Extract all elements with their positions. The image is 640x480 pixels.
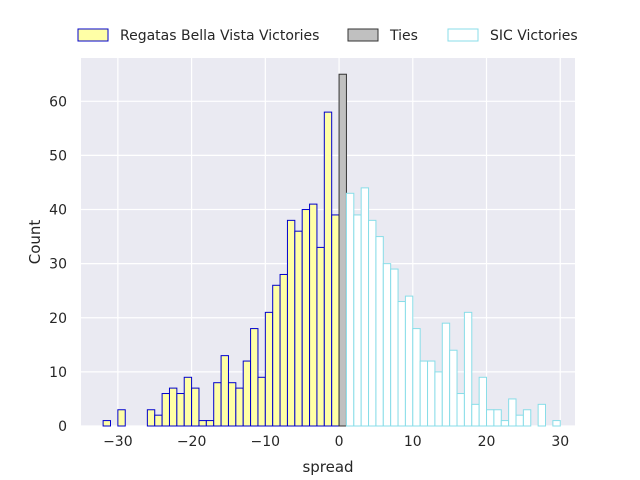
x-tick-label-0: −30	[103, 434, 133, 450]
bar-series0-bin10	[205, 420, 215, 427]
bar-series2-bin11	[427, 360, 436, 427]
bar-series2-bin7	[397, 301, 406, 427]
bar-series2-bin24	[522, 409, 532, 427]
bar-series0-bin27	[331, 214, 340, 427]
x-axis-ticks: −30 −20 −10 0 10 20 30	[103, 434, 569, 450]
bar-series2-bin17	[471, 403, 480, 427]
y-tick-label-5: 50	[49, 148, 67, 164]
bar-series0-bin17	[257, 376, 266, 427]
bar-series1-bin0	[338, 73, 347, 427]
bar-series2-bin21	[500, 420, 510, 427]
bar-series0-bin25	[316, 246, 325, 427]
bar-series0-bin0	[102, 420, 111, 427]
x-axis-label: spread	[302, 458, 353, 476]
bar-series0-bin21	[286, 219, 296, 427]
bar-series0-bin13	[227, 382, 237, 427]
y-axis-label: Count	[26, 220, 44, 265]
bar-series0-bin18	[264, 311, 274, 427]
bar-series0-bin6	[176, 393, 185, 427]
legend-label-regatas: Regatas Bella Vista Victories	[120, 28, 319, 44]
bar-series2-bin19	[486, 409, 495, 427]
bar-series2-bin18	[478, 376, 488, 427]
bar-series2-bin2	[360, 187, 370, 427]
bar-series0-bin4	[161, 393, 170, 427]
bar-series2-bin26	[537, 403, 547, 427]
bar-series0-bin9	[198, 420, 207, 427]
bar-series0-bin19	[272, 284, 281, 427]
bar-series0-bin5	[168, 387, 178, 427]
bars	[102, 73, 561, 427]
y-tick-label-4: 40	[49, 203, 67, 219]
y-tick-label-1: 10	[49, 365, 67, 381]
x-tick-label-2: −10	[251, 434, 281, 450]
bar-series0-bin24	[309, 203, 318, 427]
bar-series0-bin1	[117, 409, 126, 427]
bar-series2-bin22	[508, 398, 517, 427]
bar-series2-bin28	[552, 420, 561, 427]
x-tick-label-6: 30	[551, 434, 569, 450]
legend-swatch-sic	[447, 28, 479, 42]
bar-series0-bin16	[250, 328, 259, 427]
x-tick-label-3: 0	[335, 434, 344, 450]
x-tick-label-5: 20	[478, 434, 496, 450]
bar-series0-bin12	[220, 355, 229, 427]
bar-series0-bin22	[294, 230, 303, 427]
bar-series2-bin10	[419, 360, 429, 427]
bar-series0-bin23	[301, 209, 311, 427]
bar-series0-bin8	[191, 387, 200, 427]
bar-series2-bin16	[463, 311, 473, 427]
legend-label-sic: SIC Victories	[490, 28, 578, 44]
legend-swatch-ties	[347, 28, 379, 42]
y-tick-label-6: 60	[49, 94, 67, 110]
x-tick-label-4: 10	[404, 434, 422, 450]
bar-series0-bin2	[146, 409, 156, 427]
bar-series2-bin4	[375, 236, 384, 427]
bar-series2-bin8	[404, 295, 414, 427]
bar-series2-bin0	[345, 192, 355, 427]
bar-series2-bin15	[456, 393, 465, 427]
legend: Regatas Bella Vista Victories Ties SIC V…	[77, 28, 578, 44]
bar-series2-bin23	[515, 414, 524, 427]
bar-series0-bin15	[242, 360, 252, 427]
bar-series0-bin11	[213, 382, 222, 427]
bar-series2-bin1	[353, 214, 362, 427]
bar-series0-bin14	[235, 387, 244, 427]
y-tick-label-2: 20	[49, 311, 67, 327]
bar-series2-bin12	[434, 371, 443, 427]
bar-series0-bin26	[323, 111, 333, 427]
y-tick-label-0: 0	[58, 419, 67, 435]
y-axis-ticks: 0 10 20 30 40 50 60	[49, 94, 67, 435]
bar-series2-bin13	[441, 322, 451, 427]
bar-series0-bin20	[279, 273, 288, 427]
bar-series0-bin3	[154, 414, 163, 427]
bar-series2-bin14	[449, 349, 458, 427]
legend-label-ties: Ties	[389, 28, 418, 44]
legend-swatch-regatas	[77, 28, 109, 42]
bar-series2-bin6	[390, 268, 399, 427]
bar-series2-bin5	[382, 263, 392, 427]
bar-series2-bin3	[368, 219, 377, 427]
x-tick-label-1: −20	[177, 434, 207, 450]
bar-series2-bin20	[493, 409, 502, 427]
bar-series2-bin9	[412, 328, 421, 427]
y-tick-label-3: 30	[49, 257, 67, 273]
bar-series0-bin7	[183, 376, 193, 427]
